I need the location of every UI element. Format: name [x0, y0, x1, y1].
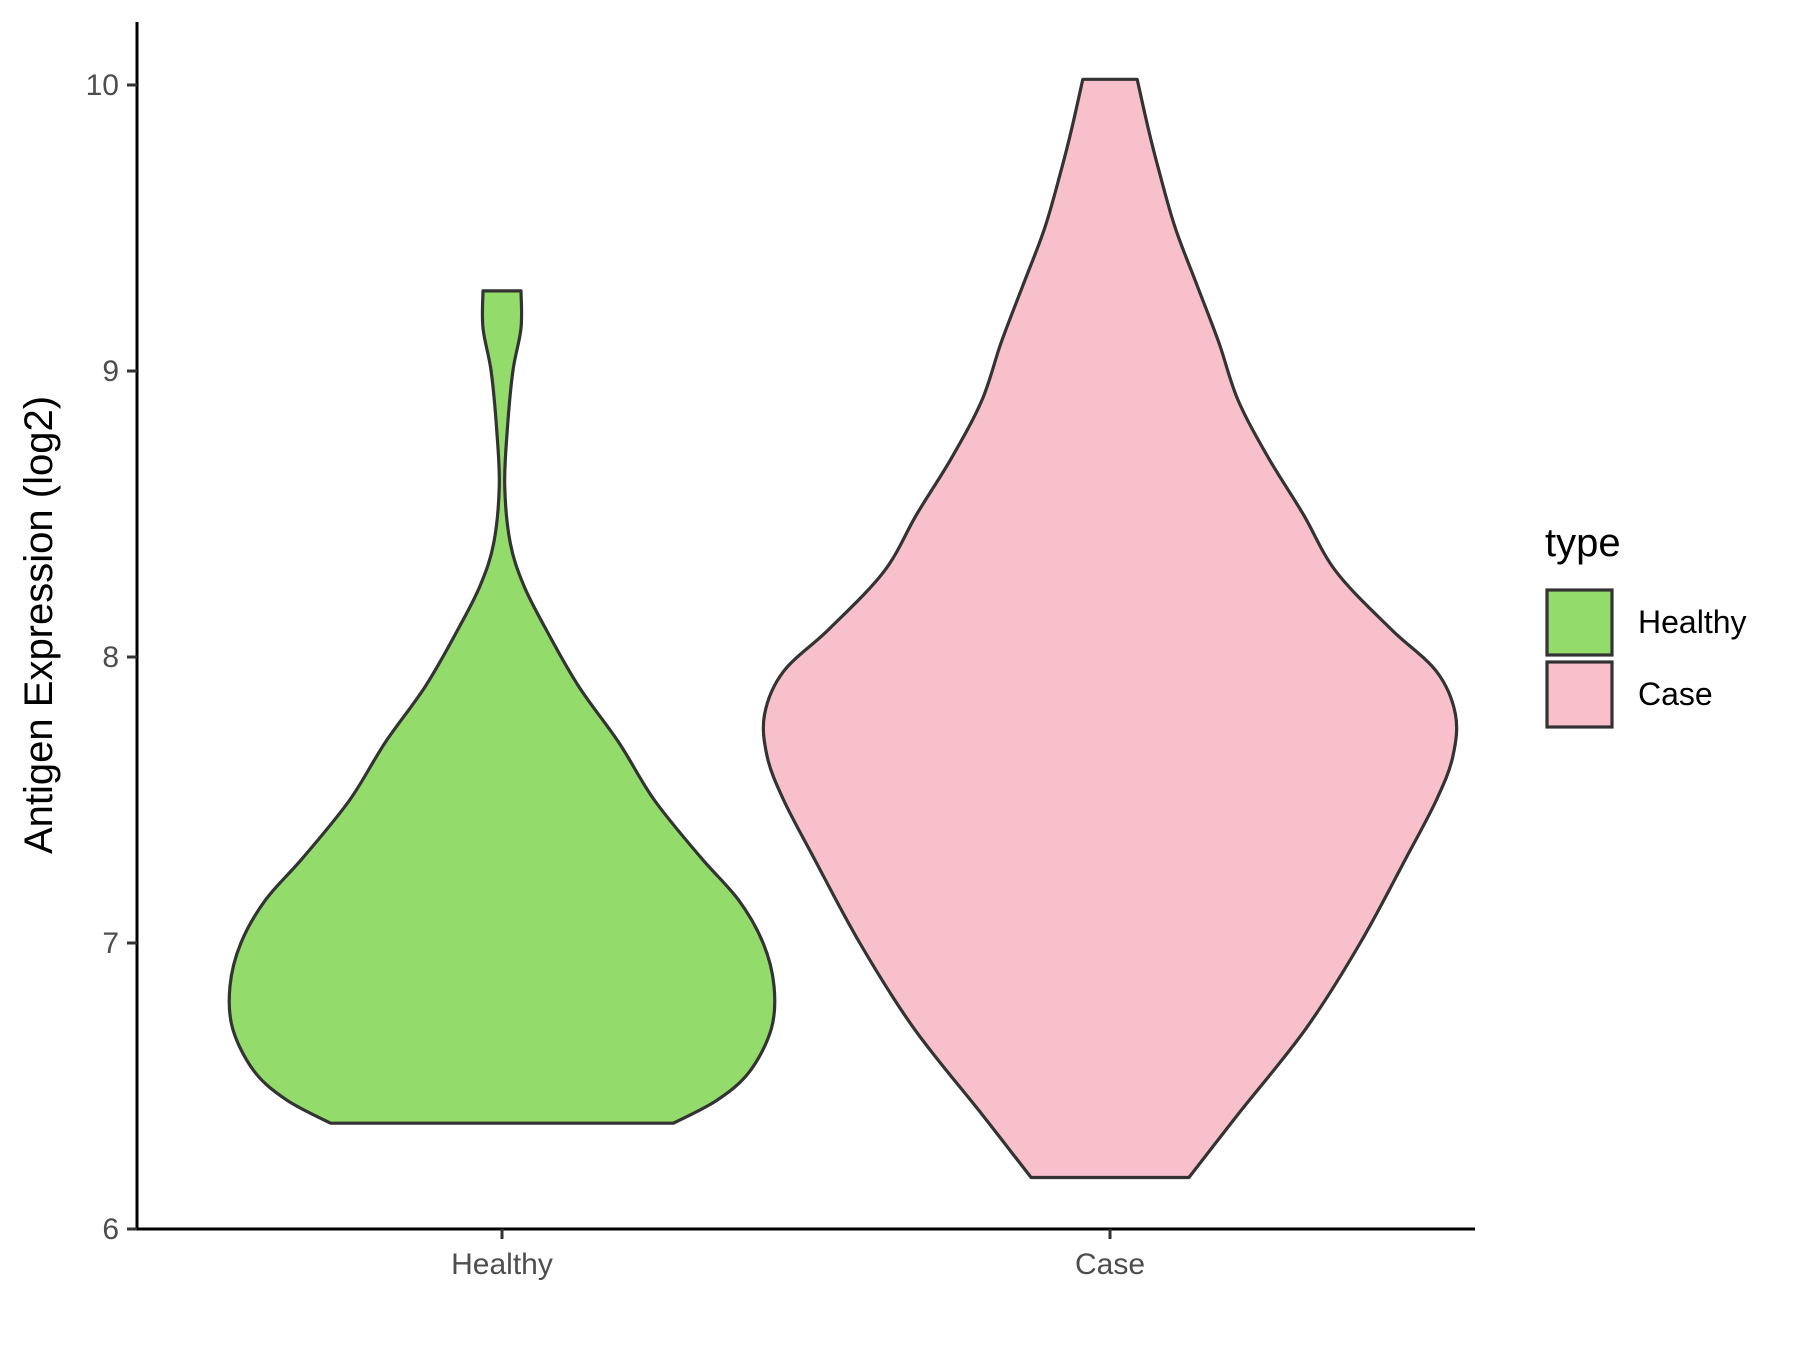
- y-tick-label: 6: [102, 1213, 119, 1246]
- violin-case: [761, 77, 1459, 1180]
- violin-healthy: [227, 289, 777, 1125]
- y-tick-label: 10: [86, 69, 119, 102]
- legend: type Healthy Case: [1545, 521, 1747, 729]
- x-tick-label: Healthy: [451, 1248, 553, 1281]
- legend-swatch-healthy: [1545, 588, 1614, 657]
- y-tick-label: 7: [102, 927, 119, 960]
- x-tick-label: Case: [1075, 1248, 1145, 1281]
- legend-label-case: Case: [1638, 676, 1713, 712]
- legend-title: type: [1545, 521, 1621, 565]
- y-tick-label: 8: [102, 641, 119, 674]
- legend-label-healthy: Healthy: [1638, 604, 1747, 640]
- x-ticks: Healthy Case: [451, 1229, 1145, 1281]
- violins-layer: [227, 77, 1459, 1180]
- axes-layer: [135, 22, 1475, 1231]
- legend-swatch-case: [1545, 660, 1614, 729]
- legend-entries: Healthy Case: [1545, 588, 1747, 729]
- y-axis-title: Antigen Expression (log2): [17, 396, 61, 854]
- y-ticks: 6 7 8 9 10: [86, 69, 137, 1246]
- y-tick-label: 9: [102, 355, 119, 388]
